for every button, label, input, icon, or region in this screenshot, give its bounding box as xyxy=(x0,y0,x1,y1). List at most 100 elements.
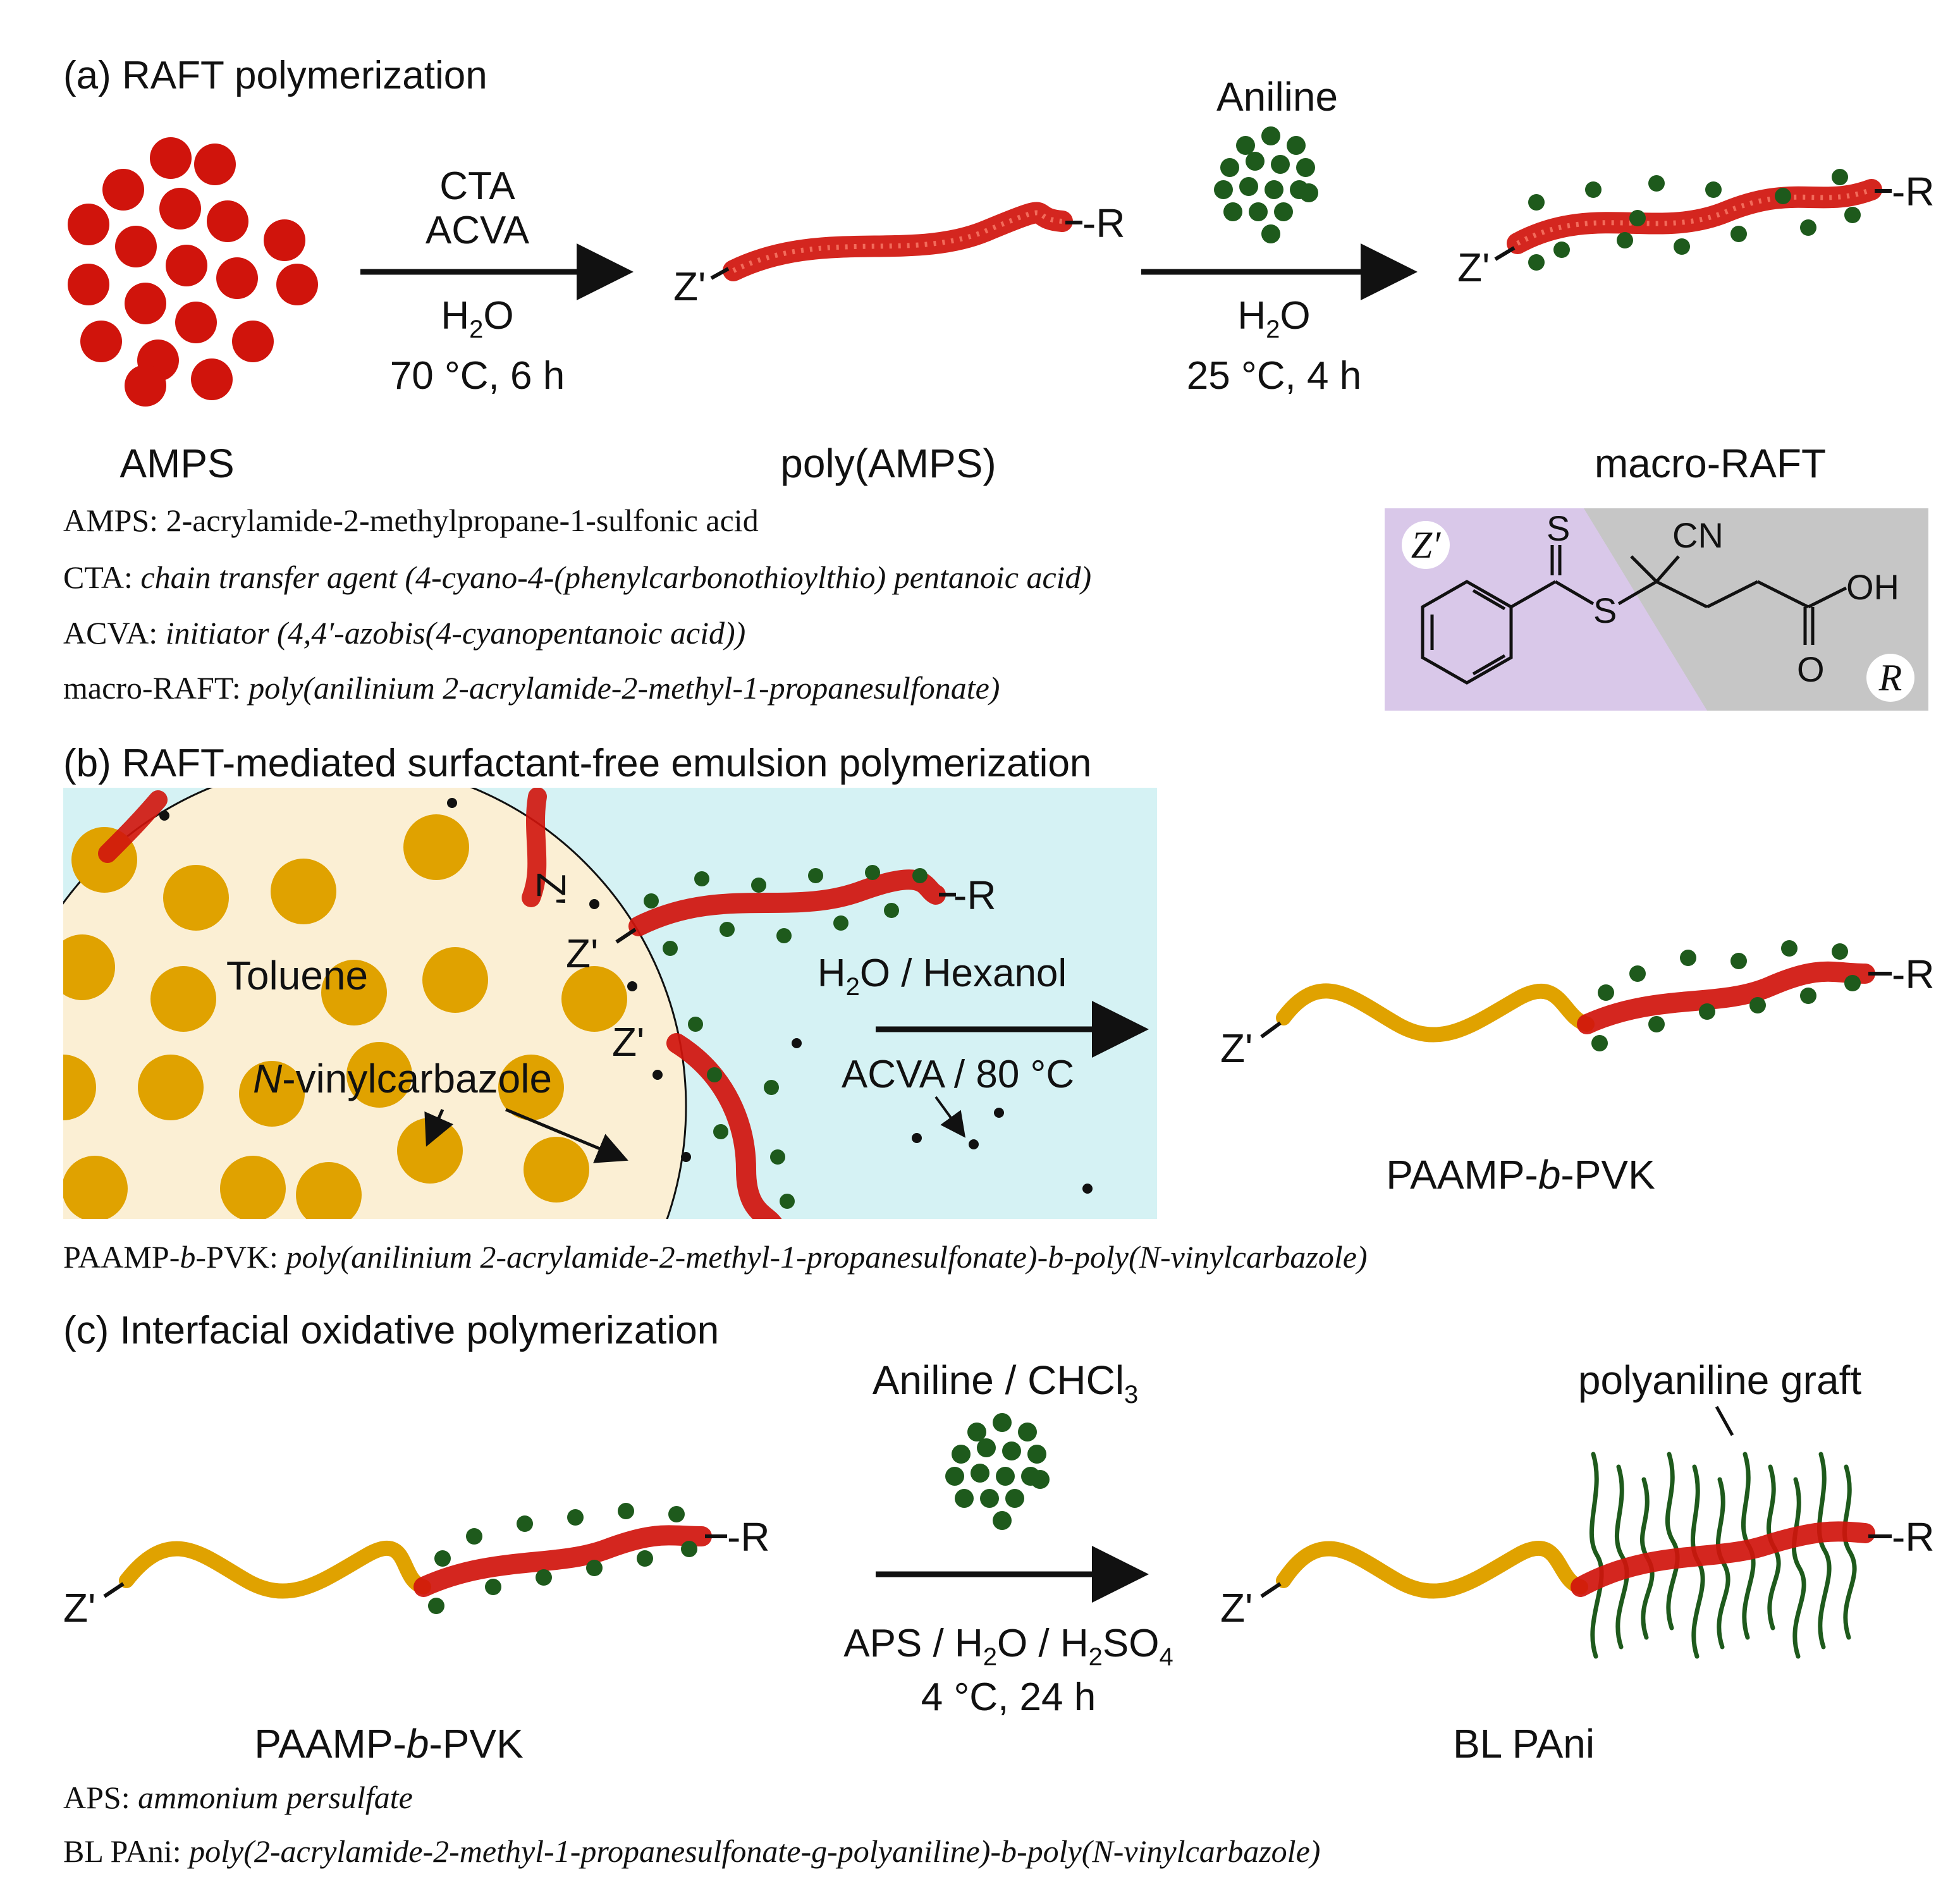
monomer-particle xyxy=(397,1118,463,1184)
aniline-label: Aniline xyxy=(1216,74,1338,119)
free-initiator-dots xyxy=(792,1038,1093,1194)
amps-monomer xyxy=(102,169,144,211)
bl-pani-product: Z' -R polyaniline graft xyxy=(1220,1357,1935,1659)
aniline-monomer xyxy=(1223,202,1242,221)
monomer-particle xyxy=(220,1156,286,1219)
aniline-counterion xyxy=(1528,254,1545,271)
amps-monomer xyxy=(207,200,248,242)
panel-b: (b) RAFT-mediated surfactant-free emulsi… xyxy=(63,742,1935,1275)
note-paamp-b-pvk: PAAMP-b-PVK: poly(anilinium 2-acrylamide… xyxy=(63,1239,1368,1275)
r-badge xyxy=(1866,654,1914,702)
aniline-counterion xyxy=(536,1569,552,1586)
graft-pointer xyxy=(1715,1405,1734,1436)
paamp-b-pvk-reactant-label: PAAMP-b-PVK xyxy=(254,1721,524,1766)
aniline-counterion xyxy=(1680,950,1696,966)
initiator-dot xyxy=(912,1133,922,1143)
aniline-counterion xyxy=(663,941,678,956)
initiator-dot xyxy=(627,981,637,991)
aniline-monomer xyxy=(1287,136,1306,155)
z-group-region xyxy=(1385,508,1707,711)
r-label: -R xyxy=(1892,952,1935,997)
amps-monomer xyxy=(125,283,166,324)
aniline-monomer xyxy=(993,1511,1012,1530)
panel-b-heading: (b) RAFT-mediated surfactant-free emulsi… xyxy=(63,742,1091,785)
aniline-monomer xyxy=(1018,1423,1037,1441)
z-prime-label: Z' xyxy=(63,1585,95,1631)
monomer-particle xyxy=(63,934,115,1000)
initiator-dot xyxy=(681,1152,691,1162)
monomer-particle xyxy=(138,1055,204,1120)
pvk-block xyxy=(119,1540,431,1599)
cyano-group: CN xyxy=(1672,515,1724,555)
paamp-block xyxy=(1577,961,1875,1034)
aniline-counterion xyxy=(567,1509,584,1526)
aniline-monomer xyxy=(1002,1441,1021,1460)
polyaniline-graft-strand xyxy=(1615,1464,1629,1649)
aniline-monomer xyxy=(1239,177,1258,196)
interface-chain xyxy=(98,790,168,863)
aniline-monomer xyxy=(1246,152,1265,171)
amps-monomer xyxy=(150,137,192,179)
aniline-counterion xyxy=(586,1560,603,1576)
aniline-counterion xyxy=(1648,1016,1665,1032)
aniline-counterion xyxy=(1629,210,1646,226)
aniline-counterion xyxy=(637,1550,653,1567)
z-prime-label-2: Z' xyxy=(612,1019,644,1065)
z-prime-label: Z' xyxy=(673,264,706,309)
emulsion-solvent-condition: H2O / Hexanol xyxy=(818,952,1067,1001)
initiator-dot xyxy=(1082,1184,1093,1194)
paamp-block xyxy=(413,1525,712,1597)
interface-chain xyxy=(522,788,547,907)
z-prime-label: Z' xyxy=(1457,245,1490,290)
r-label: -R xyxy=(727,1514,770,1560)
aniline-monomer xyxy=(1261,126,1280,145)
chain-bond xyxy=(1756,580,1810,609)
aniline-counterion xyxy=(1648,175,1665,192)
aniline-cluster xyxy=(945,1413,1050,1530)
reactant-aniline-dots xyxy=(428,1503,697,1614)
panel-a-abbreviations: AMPS: 2-acrylamide-2-methylpropane-1-sul… xyxy=(63,503,1091,706)
ring-double-bond xyxy=(1472,589,1506,611)
aniline-monomer xyxy=(1031,1470,1050,1489)
aniline-counterion xyxy=(1705,181,1722,198)
aniline-counterion xyxy=(1800,988,1816,1004)
z-prime-label-3: Z' xyxy=(529,872,574,905)
monomer-particle xyxy=(239,1061,305,1127)
monomer-particle xyxy=(296,1162,362,1219)
aniline-counterion xyxy=(694,871,709,886)
polyaniline-graft-strand xyxy=(1792,1477,1806,1659)
aniline-monomer xyxy=(952,1445,971,1464)
z-prime-label: Z' xyxy=(1220,1025,1253,1071)
arrow-1-cta: CTA xyxy=(439,164,515,208)
macro-raft-chain: Z' -R xyxy=(1457,169,1935,290)
paamp-b-pvk-reactant: Z' -R xyxy=(63,1503,770,1631)
monomer-particle xyxy=(63,1055,96,1120)
monomer-particle xyxy=(524,1137,589,1203)
aniline-counterion xyxy=(865,865,880,880)
aniline-monomer xyxy=(1236,136,1255,155)
structure-bonds xyxy=(1421,545,1847,685)
aniline-counterion xyxy=(1844,975,1861,991)
aniline-counterion xyxy=(1617,232,1633,248)
arrow-2-temperature-time: 25 °C, 4 h xyxy=(1187,354,1361,398)
panel-a: (a) RAFT polymerization CTA ACVA H2O 70 … xyxy=(63,54,1935,711)
hydroxyl-group: OH xyxy=(1846,567,1899,607)
pointer-arrow xyxy=(424,1108,454,1147)
aniline-counterion xyxy=(434,1550,451,1567)
aniline-monomer xyxy=(1274,202,1293,221)
r-group-label: R xyxy=(1878,657,1902,699)
aniline-counterion xyxy=(751,878,766,893)
aniline-counterion xyxy=(1775,188,1791,204)
aniline-counterion xyxy=(1699,1003,1715,1020)
arrow-1-temperature-time: 70 °C, 6 h xyxy=(390,354,565,398)
note-amps: AMPS: 2-acrylamide-2-methylpropane-1-sul… xyxy=(63,503,759,538)
aniline-counterion xyxy=(517,1515,533,1532)
amps-monomer-cluster xyxy=(68,137,318,407)
initiator-dot xyxy=(652,1070,663,1080)
aniline-counterion xyxy=(681,1541,697,1557)
arrow-2: H2O 25 °C, 4 h xyxy=(1141,243,1418,398)
polyaniline-graft-strand xyxy=(1842,1464,1857,1640)
monomer-particle xyxy=(561,966,627,1032)
panel-c: (c) Interfacial oxidative polymerization… xyxy=(63,1309,1935,1869)
aniline-monomer xyxy=(993,1413,1012,1432)
